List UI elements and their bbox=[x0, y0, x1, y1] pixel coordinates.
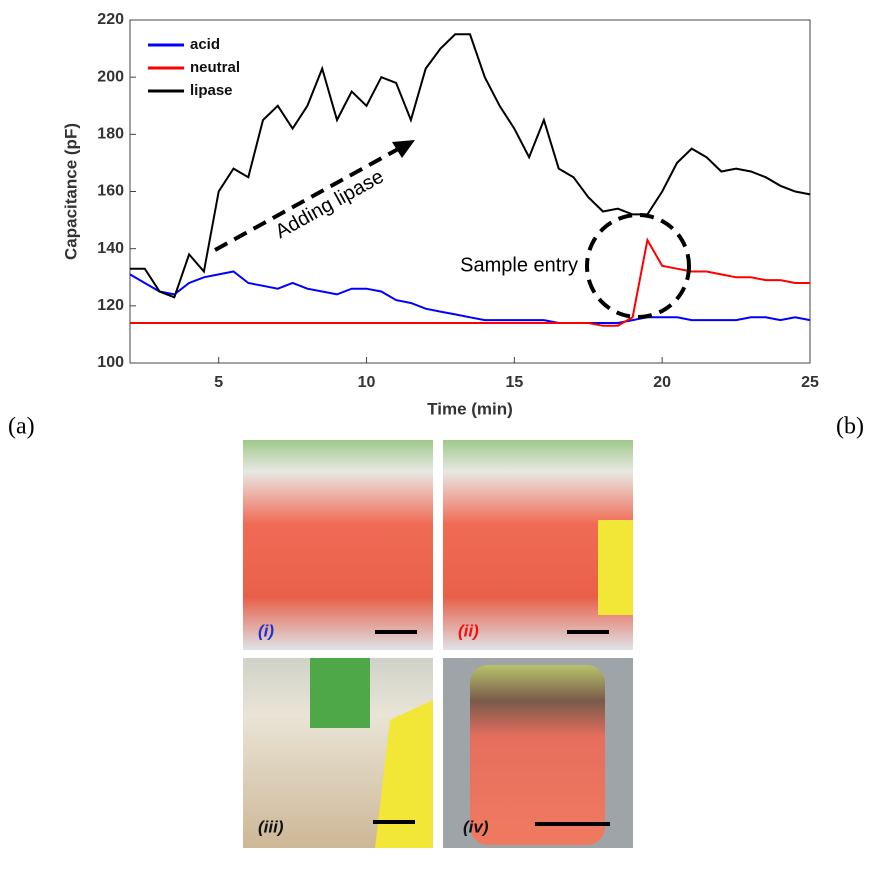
scale-bar bbox=[567, 630, 609, 634]
annotation-arrow bbox=[214, 146, 401, 252]
x-tick-label: 5 bbox=[214, 374, 223, 391]
scale-bar bbox=[535, 822, 610, 826]
annotation-arrowhead bbox=[392, 140, 415, 158]
x-axis-label: Time (min) bbox=[427, 399, 513, 418]
y-tick-label: 140 bbox=[97, 240, 124, 257]
annotation: Sample entry bbox=[460, 254, 578, 276]
photo-image bbox=[243, 440, 433, 650]
photo-label: (ii) bbox=[458, 621, 479, 640]
photo-label: (iv) bbox=[463, 817, 489, 836]
y-tick-label: 220 bbox=[97, 11, 124, 28]
series-line bbox=[130, 33, 811, 299]
y-tick-label: 120 bbox=[97, 297, 124, 314]
legend-label: neutral bbox=[190, 59, 240, 76]
scale-bar bbox=[373, 820, 415, 824]
y-tick-label: 160 bbox=[97, 183, 124, 200]
photo-label: (i) bbox=[258, 621, 274, 640]
photo bbox=[243, 440, 633, 848]
legend-label: acid bbox=[190, 36, 220, 53]
y-tick-label: 180 bbox=[97, 126, 124, 143]
photo-detail bbox=[598, 520, 633, 615]
legend-label: lipase bbox=[190, 82, 233, 99]
photo-label: (iii) bbox=[258, 817, 284, 836]
x-tick-label: 20 bbox=[653, 374, 671, 391]
series-line bbox=[130, 237, 810, 327]
photo-detail bbox=[375, 700, 433, 848]
scale-bar bbox=[375, 630, 417, 634]
series-line bbox=[129, 270, 811, 324]
y-tick-label: 100 bbox=[97, 354, 124, 371]
x-tick-label: 15 bbox=[505, 374, 523, 391]
photo-detail bbox=[470, 665, 605, 845]
x-tick-label: 25 bbox=[801, 374, 819, 391]
photo-detail bbox=[310, 658, 370, 728]
y-axis-label: Capacitance (pF) bbox=[61, 123, 80, 260]
x-tick-label: 10 bbox=[358, 374, 376, 391]
panel-label: (b) bbox=[836, 414, 864, 440]
panel-label: (a) bbox=[8, 414, 35, 440]
annotation: Adding lipase bbox=[272, 166, 388, 243]
y-tick-label: 200 bbox=[97, 68, 124, 85]
annotation-circle bbox=[585, 213, 691, 319]
